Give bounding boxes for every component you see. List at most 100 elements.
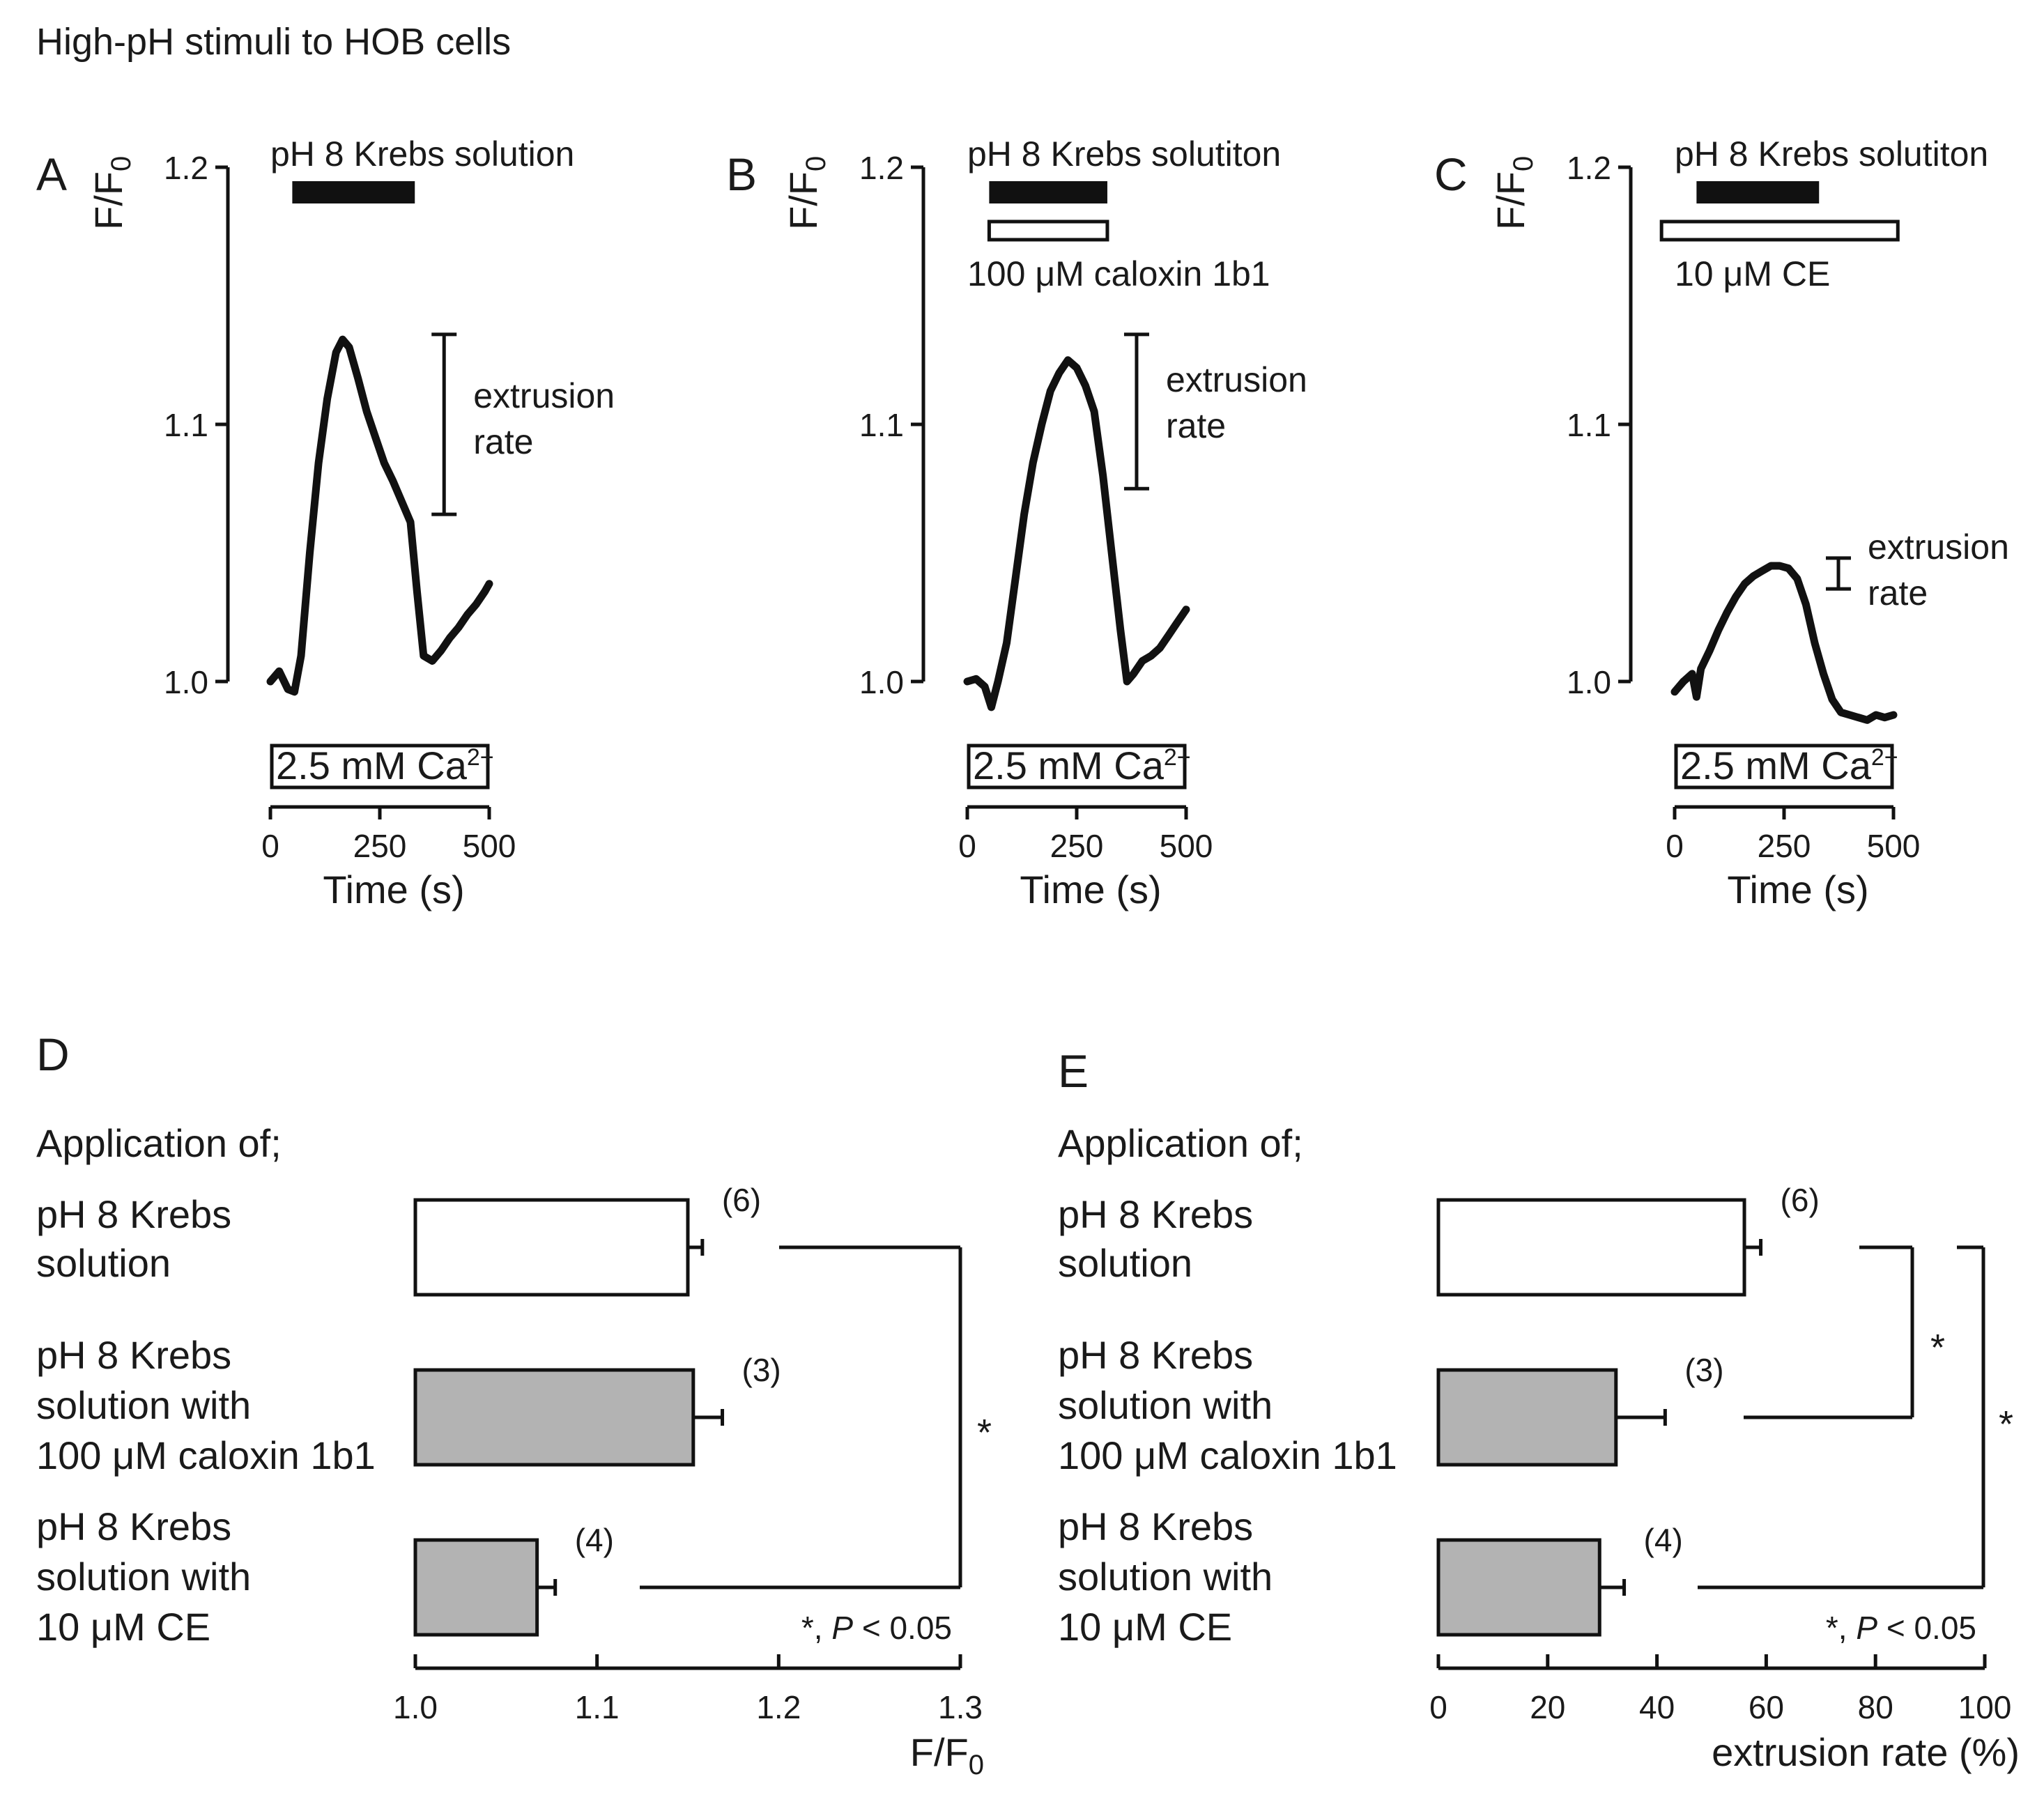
x-tick-label: 100 — [1958, 1689, 2012, 1725]
category-label: pH 8 Krebs — [1058, 1504, 1253, 1548]
x-tick-label: 80 — [1858, 1689, 1893, 1725]
p-note-rest: < 0.05 — [853, 1610, 952, 1646]
y-label-subscript: 0 — [801, 156, 831, 171]
category-label: 10 μM CE — [1058, 1605, 1232, 1649]
y-axis-label: F/F0 — [1489, 156, 1539, 230]
trace-line — [963, 356, 1190, 711]
stimulus-bar — [292, 181, 415, 203]
y-axis-label: F/F0 — [781, 156, 831, 230]
baseline-bar-label: 2.5 mM Ca2+ — [276, 744, 494, 787]
p-note-p: P — [831, 1610, 853, 1646]
baseline-bar-text: 2.5 mM Ca — [1680, 744, 1872, 787]
y-tick-label: 1.1 — [1567, 407, 1611, 443]
baseline-bar-text: 2.5 mM Ca — [276, 744, 468, 787]
panel-letter: E — [1058, 1045, 1089, 1097]
panel-letter: C — [1434, 148, 1468, 200]
trace-line — [1670, 562, 1898, 724]
category-label: solution with — [36, 1383, 251, 1427]
y-tick-label: 1.0 — [1567, 664, 1611, 700]
baseline-bar-label: 2.5 mM Ca2+ — [973, 744, 1191, 787]
panel-letter: B — [726, 148, 757, 200]
bar — [413, 1538, 539, 1637]
category-label: solution with — [1058, 1383, 1273, 1427]
x-tick-label: 1.1 — [575, 1689, 620, 1725]
y-label-main: F/F — [781, 171, 825, 230]
x-axis-label: Time (s) — [323, 868, 464, 911]
category-label: pH 8 Krebs — [1058, 1192, 1253, 1236]
x-tick-label: 250 — [1758, 828, 1811, 864]
p-value-note: *, P < 0.05 — [1826, 1610, 1976, 1646]
x-tick-label: 1.0 — [393, 1689, 438, 1725]
extrusion-label: rate — [1868, 573, 1928, 613]
stimulus-label: pH 8 Krebs solutiton — [1675, 134, 1988, 174]
extrusion-label: rate — [473, 422, 533, 461]
category-label: solution — [36, 1241, 171, 1285]
extrusion-label: extrusion — [473, 376, 615, 415]
x-tick-label: 250 — [1050, 828, 1104, 864]
stimulus-bar — [1696, 181, 1820, 203]
x-tick-label: 40 — [1639, 1689, 1675, 1725]
significance-star: * — [977, 1412, 992, 1454]
category-label: solution with — [1058, 1555, 1273, 1599]
baseline-bar-superscript: 2+ — [467, 744, 494, 771]
panel-e: E Application of; pH 8 Krebs solution pH 8 K… — [1058, 1045, 2020, 1774]
panel-letter: D — [36, 1029, 70, 1080]
category-header: Application of; — [1058, 1121, 1303, 1165]
trace-line — [266, 335, 493, 696]
baseline-bar-text: 2.5 mM Ca — [973, 744, 1165, 787]
figure-title: High-pH stimuli to HOB cells — [36, 21, 511, 63]
y-tick-label: 1.2 — [164, 150, 208, 186]
baseline-bar — [967, 744, 1187, 790]
bar — [1436, 1368, 1618, 1467]
p-note-star: *, — [801, 1610, 831, 1646]
stimulus-bar — [989, 181, 1107, 203]
category-label: pH 8 Krebs — [36, 1192, 231, 1236]
significance-star: * — [1930, 1327, 1945, 1369]
drug-label: 10 μM CE — [1675, 254, 1830, 293]
y-tick-label: 1.2 — [859, 150, 904, 186]
category-label: pH 8 Krebs — [36, 1333, 231, 1377]
n-label: (4) — [575, 1522, 614, 1558]
p-note-rest: < 0.05 — [1877, 1610, 1976, 1646]
y-label-main: F/F — [1489, 171, 1532, 230]
x-tick-label: 500 — [1160, 828, 1213, 864]
p-note-p: P — [1856, 1610, 1877, 1646]
x-axis-label: Time (s) — [1020, 868, 1161, 911]
significance-star: * — [1999, 1403, 2013, 1445]
panel-letter: A — [36, 148, 67, 200]
p-note-star: *, — [1826, 1610, 1856, 1646]
x-tick-label: 0 — [1666, 828, 1684, 864]
x-tick-label: 0 — [1429, 1689, 1447, 1725]
x-label-main: F/F — [910, 1730, 969, 1774]
stimulus-label: pH 8 Krebs solution — [270, 134, 574, 174]
x-tick-label: 1.3 — [938, 1689, 983, 1725]
bar — [1436, 1538, 1601, 1637]
y-axis-label: F/F0 — [86, 156, 137, 230]
n-label: (4) — [1644, 1522, 1683, 1558]
y-tick-label: 1.1 — [164, 407, 208, 443]
category-label: 100 μM caloxin 1b1 — [36, 1433, 376, 1477]
drug-bar — [1659, 220, 1900, 242]
y-tick-label: 1.1 — [859, 407, 904, 443]
panel-a: A1.01.11.2F/F0 pH 8 Krebs solutionextrusi… — [36, 134, 615, 911]
x-tick-label: 0 — [958, 828, 976, 864]
extrusion-label: extrusion — [1166, 360, 1307, 399]
y-tick-label: 1.0 — [859, 664, 904, 700]
x-tick-label: 60 — [1749, 1689, 1784, 1725]
extrusion-label: rate — [1166, 406, 1226, 445]
baseline-bar — [270, 744, 490, 790]
x-tick-label: 500 — [1867, 828, 1921, 864]
bar — [413, 1368, 696, 1467]
category-header: Application of; — [36, 1121, 282, 1165]
x-tick-label: 0 — [261, 828, 279, 864]
n-label: (6) — [1781, 1182, 1820, 1218]
bar — [1436, 1198, 1746, 1297]
x-axis-label: F/F0 — [910, 1730, 984, 1780]
drug-label: 100 μM caloxin 1b1 — [967, 254, 1270, 293]
baseline-bar-superscript: 2+ — [1164, 744, 1191, 771]
n-label: (3) — [742, 1352, 781, 1388]
y-tick-label: 1.2 — [1567, 150, 1611, 186]
